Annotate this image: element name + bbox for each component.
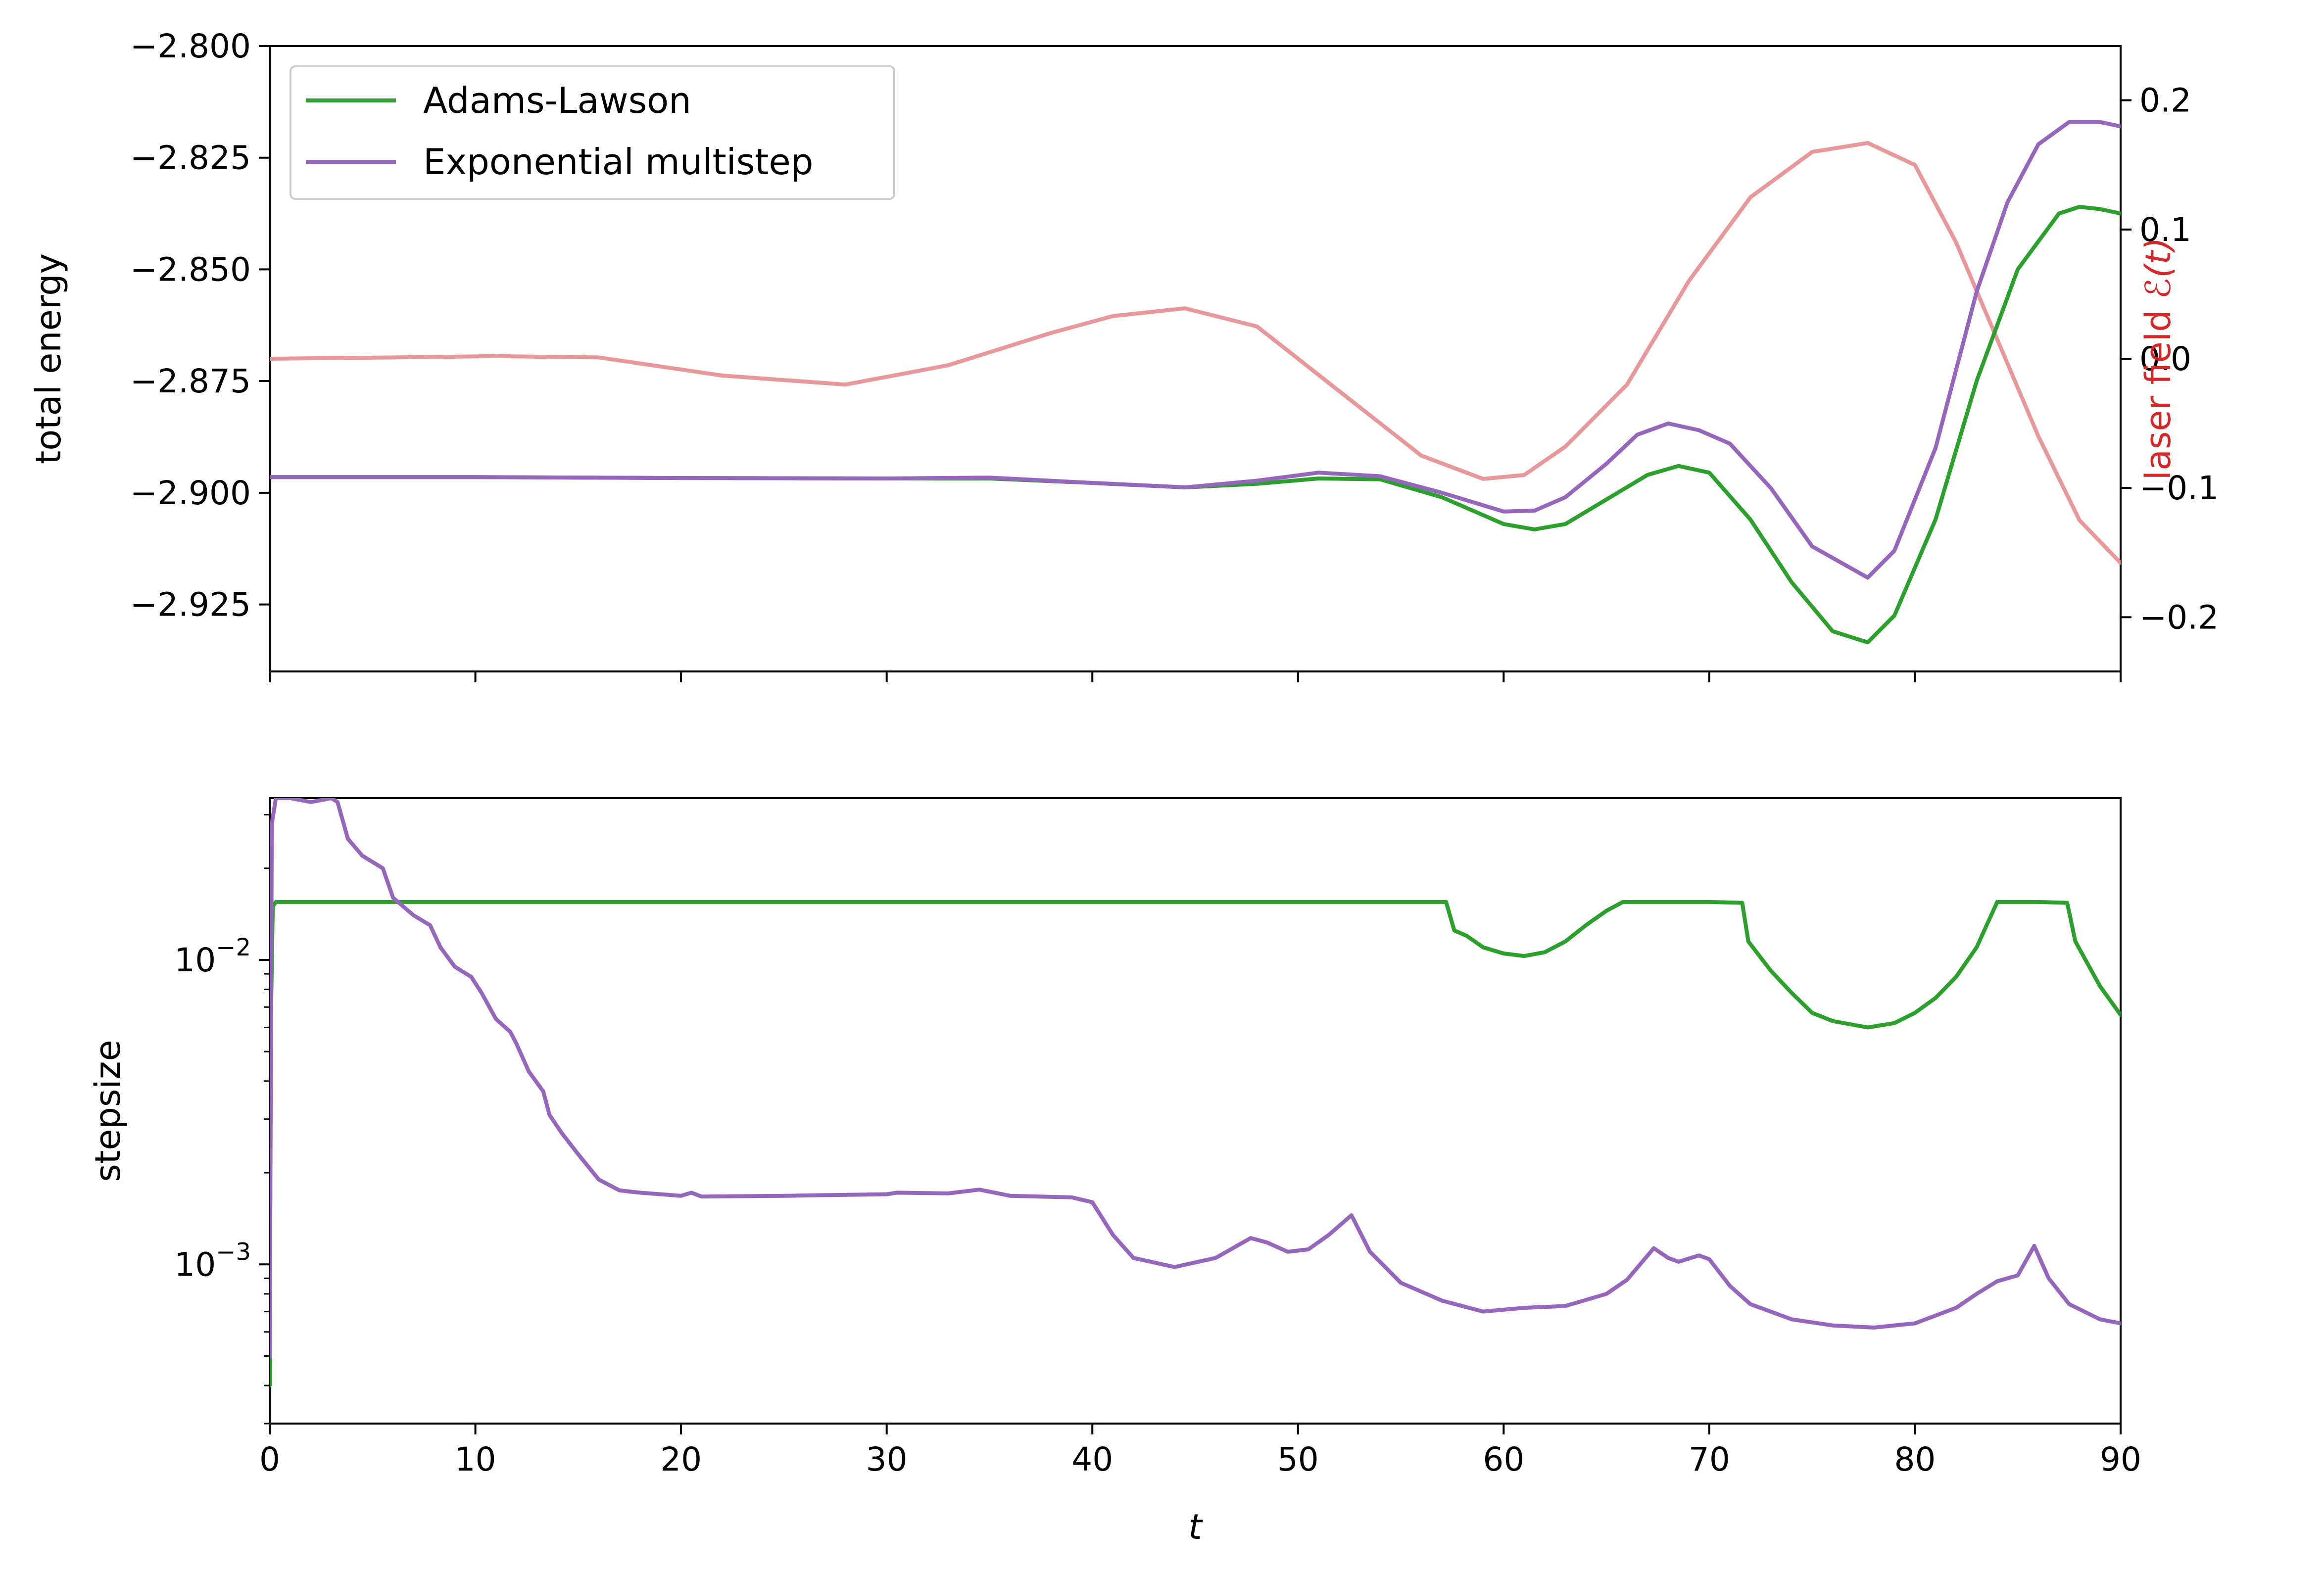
legend-box — [290, 65, 895, 200]
top-right-y-tick-label: 0.2 — [2139, 82, 2191, 120]
laser-field-symbol: ℰ(t) — [2138, 238, 2179, 299]
bottom-x-axis-label: t — [1188, 1507, 1203, 1547]
top-y-tick-label: −2.900 — [130, 474, 251, 512]
top-panel: −2.800 −2.825 −2.850 −2.875 −2.900 −2.925 0.2… — [28, 27, 2219, 682]
bottom-x-tick-label: 20 — [660, 1440, 702, 1478]
bottom-x-tick-label: 30 — [866, 1440, 908, 1478]
top-y-tick-label: −2.800 — [130, 27, 251, 65]
bottom-x-tick-label: 0 — [259, 1440, 280, 1478]
top-y-tick-label: −2.850 — [130, 250, 251, 288]
top-y-tick-label: −2.875 — [130, 362, 251, 400]
bottom-y-tick-label: 10−3 — [174, 1238, 251, 1284]
top-right-y-tick-label: −0.1 — [2139, 469, 2219, 507]
top-line-exponential-multistep — [270, 120, 2121, 580]
bottom-line-adams-lawson — [270, 900, 2121, 1388]
laser-field-label-text: laser field — [2138, 299, 2179, 480]
top-y-axis-label: total energy — [28, 253, 69, 464]
bottom-x-tick-label: 70 — [1689, 1440, 1730, 1478]
bottom-y-axis-label: stepsize — [88, 1040, 128, 1182]
top-right-y-axis-label: laser field ℰ(t) — [2138, 238, 2179, 480]
top-right-y-tick-label: −0.2 — [2139, 598, 2219, 636]
bottom-y-ticks: 10−2 10−3 — [174, 813, 270, 1425]
legend-label-adams-lawson: Adams-Lawson — [423, 80, 691, 121]
top-y-tick-label: −2.925 — [130, 586, 251, 624]
top-right-y-tick-label: 0.1 — [2139, 211, 2191, 249]
top-left-y-ticks: −2.800 −2.825 −2.850 −2.875 −2.900 −2.925 — [130, 27, 270, 624]
bottom-x-tick-label: 40 — [1071, 1440, 1113, 1478]
legend: Adams-Lawson Exponential multistep — [290, 65, 895, 200]
top-right-y-ticks: 0.2 0.1 0.0 −0.1 −0.2 — [2121, 82, 2219, 636]
top-series-lines — [270, 120, 2121, 645]
bottom-x-tick-label: 80 — [1894, 1440, 1936, 1478]
bottom-line-exponential-multistep — [270, 798, 2121, 1358]
top-line-laser-field — [270, 141, 2121, 565]
bottom-series-lines — [270, 798, 2121, 1388]
top-x-ticks — [269, 671, 2122, 682]
legend-label-exponential-multistep: Exponential multistep — [423, 141, 813, 183]
bottom-x-tick-label: 60 — [1483, 1440, 1524, 1478]
bottom-x-tick-label: 10 — [455, 1440, 496, 1478]
top-y-tick-label: −2.825 — [130, 139, 251, 177]
bottom-x-tick-label: 50 — [1277, 1440, 1319, 1478]
bottom-x-tick-label: 90 — [2100, 1440, 2141, 1478]
bottom-panel: 10−2 10−3 0 10 20 30 40 50 60 70 80 90 stepsize t — [88, 797, 2141, 1547]
bottom-y-tick-label: 10−2 — [174, 934, 251, 979]
bottom-x-ticks: 0 10 20 30 40 50 60 70 80 90 — [259, 1424, 2141, 1478]
top-right-y-tick-label: 0.0 — [2139, 340, 2191, 378]
